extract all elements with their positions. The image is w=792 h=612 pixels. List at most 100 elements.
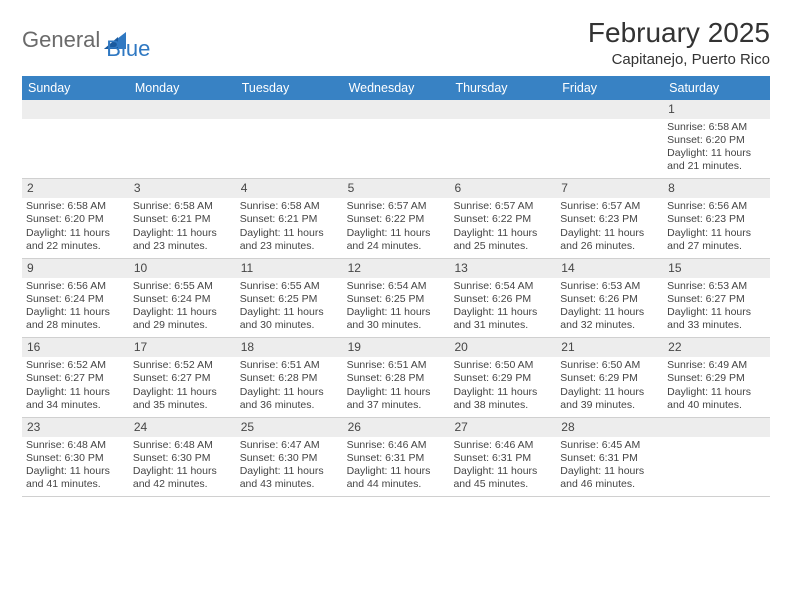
week-row: 16Sunrise: 6:52 AMSunset: 6:27 PMDayligh… [22, 338, 770, 418]
day-daylight2: and 23 minutes. [133, 240, 232, 253]
day-27: 27Sunrise: 6:46 AMSunset: 6:31 PMDayligh… [449, 418, 556, 497]
day-daylight1: Daylight: 11 hours [453, 227, 552, 240]
day-number: 16 [22, 338, 129, 357]
day-daylight2: and 46 minutes. [560, 478, 659, 491]
day-number: 19 [343, 338, 450, 357]
day-daylight2: and 37 minutes. [347, 399, 446, 412]
day-daylight2: and 43 minutes. [240, 478, 339, 491]
day-number: 18 [236, 338, 343, 357]
day-sunrise: Sunrise: 6:49 AM [667, 359, 766, 372]
day-daylight2: and 42 minutes. [133, 478, 232, 491]
day-body: Sunrise: 6:56 AMSunset: 6:23 PMDaylight:… [663, 198, 770, 258]
day-number: 8 [663, 179, 770, 198]
day-6: 6Sunrise: 6:57 AMSunset: 6:22 PMDaylight… [449, 179, 556, 258]
day-19: 19Sunrise: 6:51 AMSunset: 6:28 PMDayligh… [343, 338, 450, 417]
day-daylight1: Daylight: 11 hours [240, 386, 339, 399]
day-daylight2: and 36 minutes. [240, 399, 339, 412]
dow-friday: Friday [556, 76, 663, 100]
day-sunrise: Sunrise: 6:55 AM [240, 280, 339, 293]
day-daylight2: and 24 minutes. [347, 240, 446, 253]
day-daylight2: and 22 minutes. [26, 240, 125, 253]
day-sunset: Sunset: 6:31 PM [347, 452, 446, 465]
day-daylight1: Daylight: 11 hours [26, 227, 125, 240]
day-sunrise: Sunrise: 6:54 AM [453, 280, 552, 293]
logo-text-blue: Blue [106, 36, 150, 62]
day-body: Sunrise: 6:51 AMSunset: 6:28 PMDaylight:… [236, 357, 343, 417]
day-15: 15Sunrise: 6:53 AMSunset: 6:27 PMDayligh… [663, 259, 770, 338]
week-row: 1Sunrise: 6:58 AMSunset: 6:20 PMDaylight… [22, 100, 770, 180]
day-13: 13Sunrise: 6:54 AMSunset: 6:26 PMDayligh… [449, 259, 556, 338]
day-number: 11 [236, 259, 343, 278]
day-number: 25 [236, 418, 343, 437]
day-number [236, 100, 343, 119]
day-sunrise: Sunrise: 6:48 AM [133, 439, 232, 452]
day-number: 27 [449, 418, 556, 437]
day-number: 24 [129, 418, 236, 437]
day-daylight2: and 34 minutes. [26, 399, 125, 412]
dow-wednesday: Wednesday [343, 76, 450, 100]
day-daylight2: and 44 minutes. [347, 478, 446, 491]
day-sunrise: Sunrise: 6:53 AM [667, 280, 766, 293]
day-daylight2: and 41 minutes. [26, 478, 125, 491]
day-empty [449, 100, 556, 179]
day-body: Sunrise: 6:49 AMSunset: 6:29 PMDaylight:… [663, 357, 770, 417]
day-daylight1: Daylight: 11 hours [26, 306, 125, 319]
day-daylight1: Daylight: 11 hours [26, 386, 125, 399]
day-daylight1: Daylight: 11 hours [560, 306, 659, 319]
dow-thursday: Thursday [449, 76, 556, 100]
day-body: Sunrise: 6:46 AMSunset: 6:31 PMDaylight:… [449, 437, 556, 497]
day-empty [129, 100, 236, 179]
day-sunset: Sunset: 6:29 PM [453, 372, 552, 385]
day-number [449, 100, 556, 119]
day-daylight2: and 21 minutes. [667, 160, 766, 173]
day-daylight1: Daylight: 11 hours [453, 465, 552, 478]
day-daylight1: Daylight: 11 hours [240, 306, 339, 319]
day-number: 21 [556, 338, 663, 357]
day-sunrise: Sunrise: 6:50 AM [453, 359, 552, 372]
day-body: Sunrise: 6:50 AMSunset: 6:29 PMDaylight:… [449, 357, 556, 417]
day-sunrise: Sunrise: 6:45 AM [560, 439, 659, 452]
day-17: 17Sunrise: 6:52 AMSunset: 6:27 PMDayligh… [129, 338, 236, 417]
day-sunrise: Sunrise: 6:57 AM [347, 200, 446, 213]
day-sunrise: Sunrise: 6:52 AM [26, 359, 125, 372]
day-sunset: Sunset: 6:23 PM [560, 213, 659, 226]
day-body: Sunrise: 6:55 AMSunset: 6:24 PMDaylight:… [129, 278, 236, 338]
day-daylight1: Daylight: 11 hours [560, 465, 659, 478]
day-empty [22, 100, 129, 179]
day-daylight1: Daylight: 11 hours [133, 227, 232, 240]
day-number: 7 [556, 179, 663, 198]
day-20: 20Sunrise: 6:50 AMSunset: 6:29 PMDayligh… [449, 338, 556, 417]
day-4: 4Sunrise: 6:58 AMSunset: 6:21 PMDaylight… [236, 179, 343, 258]
day-daylight1: Daylight: 11 hours [347, 386, 446, 399]
day-number [663, 418, 770, 437]
day-empty [663, 418, 770, 497]
day-sunset: Sunset: 6:30 PM [26, 452, 125, 465]
calendar: SundayMondayTuesdayWednesdayThursdayFrid… [22, 76, 770, 498]
day-number: 9 [22, 259, 129, 278]
header: General Blue February 2025 Capitanejo, P… [22, 18, 770, 68]
day-body: Sunrise: 6:47 AMSunset: 6:30 PMDaylight:… [236, 437, 343, 497]
day-daylight1: Daylight: 11 hours [240, 465, 339, 478]
day-daylight2: and 38 minutes. [453, 399, 552, 412]
day-number: 1 [663, 100, 770, 119]
day-number: 23 [22, 418, 129, 437]
day-daylight2: and 35 minutes. [133, 399, 232, 412]
day-empty [236, 100, 343, 179]
day-empty [343, 100, 450, 179]
day-number: 2 [22, 179, 129, 198]
day-23: 23Sunrise: 6:48 AMSunset: 6:30 PMDayligh… [22, 418, 129, 497]
day-sunset: Sunset: 6:24 PM [26, 293, 125, 306]
logo-text-general: General [22, 27, 100, 53]
day-daylight1: Daylight: 11 hours [347, 306, 446, 319]
day-daylight2: and 26 minutes. [560, 240, 659, 253]
title-block: February 2025 Capitanejo, Puerto Rico [588, 18, 770, 68]
day-body: Sunrise: 6:53 AMSunset: 6:27 PMDaylight:… [663, 278, 770, 338]
day-sunrise: Sunrise: 6:46 AM [347, 439, 446, 452]
day-body: Sunrise: 6:48 AMSunset: 6:30 PMDaylight:… [129, 437, 236, 497]
day-daylight2: and 23 minutes. [240, 240, 339, 253]
day-14: 14Sunrise: 6:53 AMSunset: 6:26 PMDayligh… [556, 259, 663, 338]
day-18: 18Sunrise: 6:51 AMSunset: 6:28 PMDayligh… [236, 338, 343, 417]
day-21: 21Sunrise: 6:50 AMSunset: 6:29 PMDayligh… [556, 338, 663, 417]
day-sunrise: Sunrise: 6:57 AM [453, 200, 552, 213]
day-sunrise: Sunrise: 6:51 AM [240, 359, 339, 372]
